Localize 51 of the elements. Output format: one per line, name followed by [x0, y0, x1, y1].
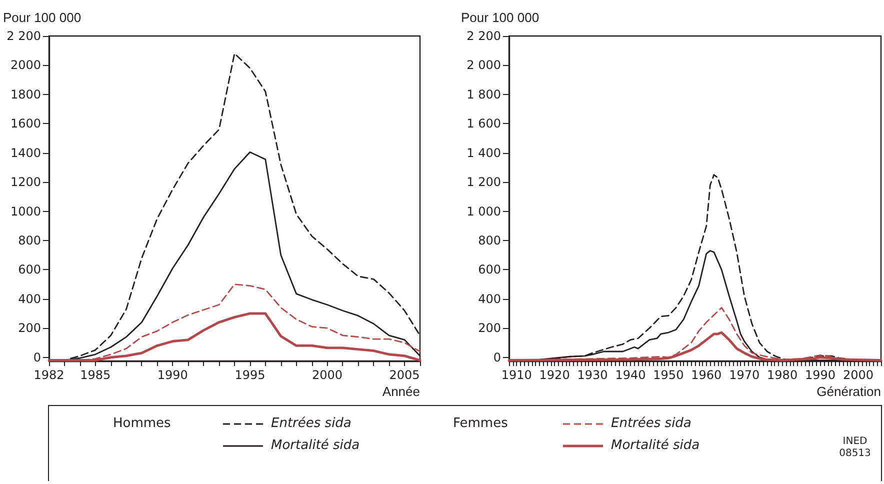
text: Hommes — [113, 416, 171, 431]
y-tick-label: 1400 — [10, 146, 41, 160]
legend-label: Entrées sida — [271, 416, 352, 431]
x-tick-label: 2000 — [842, 368, 874, 382]
x-tick-label: 1970 — [729, 368, 760, 382]
y-tick-label: 2 000 — [466, 58, 501, 72]
x-tick-label: 1995 — [234, 368, 266, 382]
y-tick-label: 2000 — [10, 58, 41, 72]
y-tick-label: 800 — [18, 233, 41, 248]
y-tick-label: 600 — [18, 262, 41, 277]
x-tick-label: 1910 — [501, 368, 532, 382]
legend-label: Mortalité sida — [611, 438, 700, 453]
y-tick-label: 1 000 — [466, 204, 501, 218]
y-tick-label: 2 200 — [6, 29, 41, 43]
y-tick-label: 1 200 — [466, 175, 501, 190]
y-tick-label: 2 200 — [466, 29, 501, 43]
x-tick-label: 1982 — [34, 368, 64, 382]
x-tick-label: 1960 — [691, 368, 722, 382]
text: Femmes — [453, 416, 508, 431]
y-tick-label: 0 — [493, 350, 501, 364]
x-tick-label: 2000 — [312, 368, 343, 382]
text: INED 08513 — [838, 436, 872, 460]
x-axis-title: Génération — [816, 384, 881, 399]
y-tick-label: 600 — [478, 262, 501, 277]
x-tick-label: 1980 — [767, 368, 798, 382]
y-tick-label: 1600 — [10, 116, 41, 131]
y-axis-title: Pour 100 000 — [3, 10, 82, 25]
y-tick-label: 1800 — [10, 87, 41, 102]
y-tick-label: 1 400 — [466, 146, 501, 160]
x-tick-label: 1930 — [577, 368, 608, 382]
y-tick-label: 400 — [18, 292, 41, 306]
y-tick-label: 0 — [33, 350, 41, 364]
legend-label: Mortalité sida — [271, 438, 360, 453]
y-tick-label: 800 — [478, 233, 501, 248]
y-tick-label: 1 600 — [466, 116, 501, 131]
x-tick-label: 1940 — [615, 368, 646, 382]
y-tick-label: 400 — [478, 292, 501, 306]
x-tick-label: 1920 — [539, 368, 570, 382]
x-axis-title: Année — [382, 384, 420, 399]
y-tick-label: 1200 — [10, 175, 41, 190]
x-tick-label: 1990 — [804, 368, 836, 382]
x-tick-label: 1990 — [157, 368, 188, 382]
y-tick-label: 1 800 — [466, 87, 501, 102]
y-tick-label: 200 — [18, 321, 41, 336]
y-axis-title: Pour 100 000 — [461, 10, 540, 25]
x-tick-label: 1950 — [653, 368, 684, 382]
legend-label: Entrées sida — [611, 416, 692, 431]
x-tick-label: 1985 — [80, 368, 111, 382]
x-tick-label: 2005 — [389, 368, 420, 382]
y-tick-label: 1000 — [10, 204, 41, 218]
y-tick-label: 200 — [478, 321, 501, 336]
